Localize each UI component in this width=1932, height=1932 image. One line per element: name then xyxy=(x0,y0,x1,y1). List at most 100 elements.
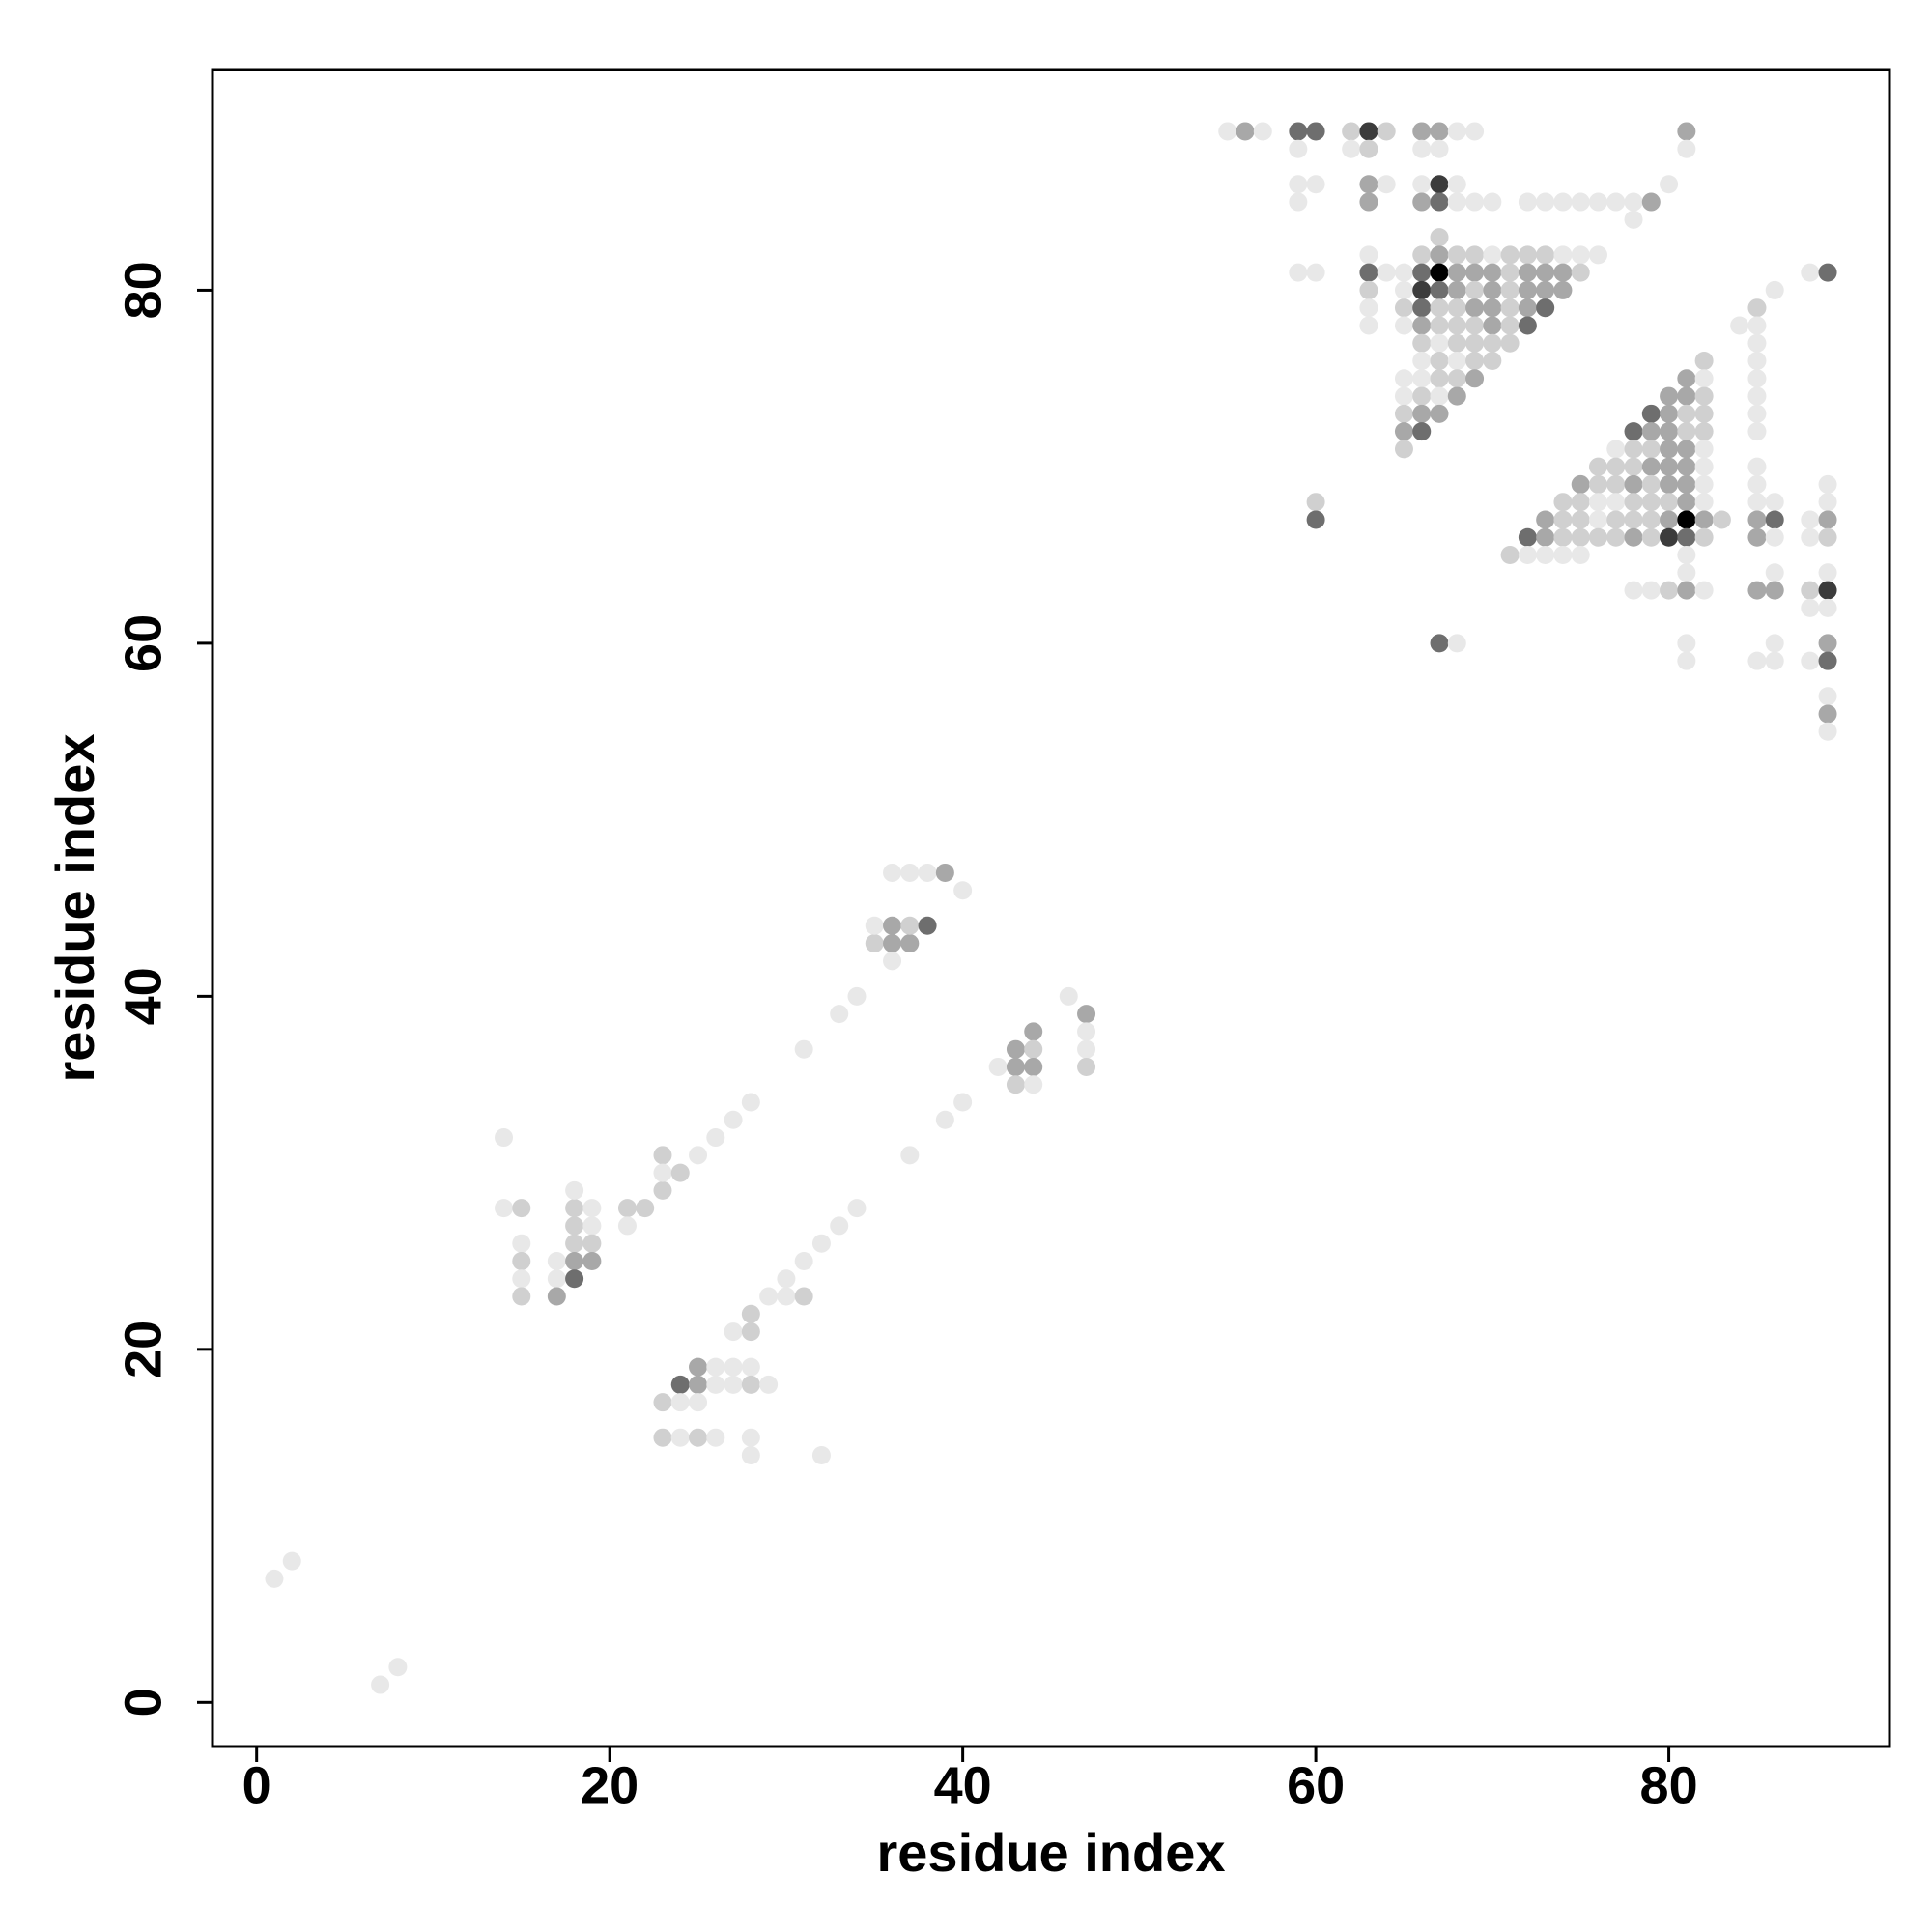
contact-point xyxy=(1465,280,1485,299)
contact-point xyxy=(953,881,973,900)
contact-point xyxy=(1465,245,1485,265)
contact-point xyxy=(1677,510,1696,529)
contact-point xyxy=(1747,581,1767,600)
contact-point xyxy=(670,1375,690,1394)
contact-point xyxy=(1677,369,1696,388)
contact-point xyxy=(1641,493,1661,512)
contact-point xyxy=(1430,316,1449,335)
contact-point xyxy=(1677,493,1696,512)
contact-point xyxy=(1624,192,1643,212)
contact-point xyxy=(1588,474,1607,494)
contact-point xyxy=(1818,687,1837,706)
contact-point xyxy=(565,1180,584,1200)
contact-point xyxy=(883,863,902,882)
contact-point xyxy=(1660,457,1679,476)
contact-point xyxy=(1518,298,1537,318)
contact-point xyxy=(1359,192,1378,212)
contact-point xyxy=(1412,192,1432,212)
contact-point xyxy=(1377,122,1396,141)
contact-point xyxy=(1588,457,1607,476)
y-axis-title: residue index xyxy=(44,733,105,1082)
contact-point xyxy=(1677,527,1696,547)
contact-point xyxy=(1536,280,1555,299)
contact-point xyxy=(1747,352,1767,371)
contact-point xyxy=(1571,263,1590,282)
contact-point xyxy=(1553,245,1573,265)
contact-point xyxy=(1553,493,1573,512)
contact-point xyxy=(1818,263,1837,282)
contact-point xyxy=(1430,280,1449,299)
contact-point xyxy=(1606,493,1626,512)
contact-point xyxy=(1660,386,1679,406)
x-tick-label: 80 xyxy=(1640,1756,1698,1814)
contact-point xyxy=(1306,493,1325,512)
contact-point xyxy=(1747,386,1767,406)
y-tick-label: 20 xyxy=(114,1321,172,1378)
contact-point xyxy=(865,934,884,953)
contact-point xyxy=(1430,139,1449,158)
contact-point xyxy=(1641,192,1661,212)
contact-point xyxy=(1359,263,1378,282)
contact-point xyxy=(1747,316,1767,335)
contact-point xyxy=(1465,298,1485,318)
contact-point xyxy=(1518,280,1537,299)
contact-point xyxy=(1059,986,1078,1006)
contact-point xyxy=(1765,651,1784,670)
contact-point xyxy=(1306,263,1325,282)
contact-point xyxy=(724,1322,743,1342)
contact-point xyxy=(1500,546,1520,565)
contact-point xyxy=(988,1057,1008,1076)
contact-point xyxy=(1536,546,1555,565)
contact-point xyxy=(724,1357,743,1377)
contact-point xyxy=(1624,457,1643,476)
contact-point xyxy=(1447,175,1466,194)
contact-point xyxy=(1518,546,1537,565)
contact-point xyxy=(1394,369,1413,388)
contact-point xyxy=(1465,263,1485,282)
contact-point xyxy=(1483,263,1502,282)
contact-point xyxy=(1818,722,1837,741)
contact-point xyxy=(830,1216,849,1236)
contact-point xyxy=(1606,510,1626,529)
contact-point xyxy=(1289,122,1308,141)
contact-point xyxy=(811,1445,831,1464)
contact-point xyxy=(495,1128,514,1148)
contact-point xyxy=(1818,704,1837,724)
contact-point xyxy=(900,1146,920,1165)
contact-point xyxy=(653,1180,672,1200)
contact-point xyxy=(1694,386,1714,406)
contact-point xyxy=(689,1357,708,1377)
contact-point xyxy=(1765,581,1784,600)
x-tick-label: 20 xyxy=(581,1756,639,1814)
contact-point xyxy=(1677,386,1696,406)
contact-point xyxy=(1412,298,1432,318)
contact-point xyxy=(1818,634,1837,653)
contact-point xyxy=(1430,333,1449,353)
contact-point xyxy=(1412,386,1432,406)
contact-point xyxy=(1483,298,1502,318)
contact-point xyxy=(1624,581,1643,600)
contact-point xyxy=(1236,122,1255,141)
contact-point xyxy=(1500,280,1520,299)
contact-point xyxy=(653,1163,672,1182)
contact-point xyxy=(918,916,937,935)
contact-point xyxy=(689,1146,708,1165)
contact-point xyxy=(1747,298,1767,318)
contact-point xyxy=(1571,192,1590,212)
contact-point xyxy=(1218,122,1237,141)
contact-point xyxy=(759,1287,779,1306)
contact-point xyxy=(741,1322,760,1342)
contact-point xyxy=(741,1093,760,1112)
contact-point xyxy=(1641,510,1661,529)
contact-point xyxy=(689,1393,708,1412)
x-tick-label: 40 xyxy=(934,1756,992,1814)
contact-point xyxy=(1747,527,1767,547)
contact-point xyxy=(1818,474,1837,494)
contact-point xyxy=(1077,1022,1096,1041)
contact-point xyxy=(1447,316,1466,335)
contact-point xyxy=(1694,493,1714,512)
contact-point xyxy=(1536,510,1555,529)
contact-point xyxy=(1289,263,1308,282)
contact-point xyxy=(1677,546,1696,565)
contact-point xyxy=(512,1269,531,1289)
